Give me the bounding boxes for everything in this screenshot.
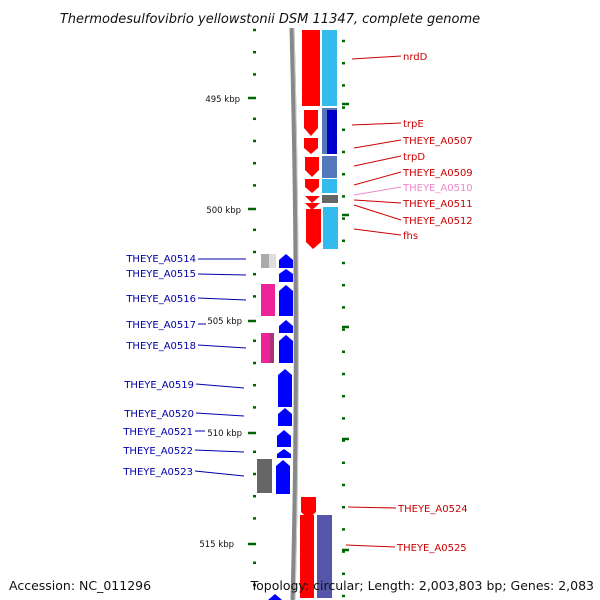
cds-trpE[interactable] (304, 110, 318, 136)
label-THEYE_A0524[interactable]: THEYE_A0524 (397, 504, 468, 515)
connector-THEYE_A0512 (353, 204, 402, 221)
feature-THEYE_A0509[interactable] (322, 179, 337, 193)
forward-cds-track (300, 30, 321, 598)
label-THEYE_A0525[interactable]: THEYE_A0525 (396, 543, 467, 554)
forward-labels: nrdD trpE THEYE_A0507 trpD THEYE_A0509 T… (396, 52, 473, 554)
label-connectors (194, 55, 402, 548)
connector-THEYE_A0519 (195, 383, 245, 389)
label-trpE[interactable]: trpE (403, 119, 424, 130)
connector-THEYE_A0523 (194, 470, 245, 477)
reverse-cds-track (268, 254, 293, 600)
cds-THEYE_A0517[interactable] (279, 320, 293, 333)
cds-THEYE_A0507[interactable] (304, 138, 318, 154)
cds-THEYE_A0521[interactable] (277, 430, 291, 447)
cds-THEYE_A0509[interactable] (305, 179, 319, 193)
scale-ticks (248, 28, 349, 598)
label-THEYE_A0515[interactable]: THEYE_A0515 (125, 269, 196, 280)
scale-label-500: 500 kbp (206, 206, 241, 216)
connector-THEYE_A0507 (353, 139, 402, 149)
feature-THEYE_A0525[interactable] (317, 515, 332, 598)
connector-nrdD (351, 55, 402, 60)
label-THEYE_A0511[interactable]: THEYE_A0511 (402, 199, 473, 210)
cds-THEYE_A0511[interactable] (305, 203, 320, 210)
label-THEYE_A0516[interactable]: THEYE_A0516 (125, 294, 196, 305)
label-THEYE_A0509[interactable]: THEYE_A0509 (402, 168, 473, 179)
cds-THEYE_A0523[interactable] (276, 460, 290, 494)
cds-THEYE_A0519[interactable] (278, 369, 292, 407)
label-THEYE_A0518[interactable]: THEYE_A0518 (125, 341, 196, 352)
label-fhs[interactable]: fhs (403, 231, 418, 242)
connector-THEYE_A0520 (195, 412, 245, 417)
genome-title: Thermodesulfovibrio yellowstonii DSM 113… (60, 12, 480, 27)
cds-THEYE_A0510[interactable] (305, 196, 320, 203)
feature-THEYE_A0511[interactable] (322, 195, 338, 203)
feature-trpD[interactable] (322, 156, 337, 178)
cds-THEYE_A0515[interactable] (279, 269, 293, 282)
connector-THEYE_A0518 (197, 344, 247, 349)
feature-fhs[interactable] (323, 207, 338, 249)
cds-THEYE_A0525[interactable] (300, 515, 314, 598)
connector-trpE (351, 122, 402, 126)
connector-trpD (353, 155, 402, 167)
feature-THEYE_A0507[interactable] (327, 110, 337, 154)
connector-fhs (353, 228, 402, 236)
scale-label-510: 510 kbp (207, 429, 242, 439)
scale-label-495: 495 kbp (205, 95, 240, 105)
feature-THEYE_A0514-light (269, 254, 276, 268)
cds-trpD[interactable] (305, 157, 319, 177)
topology-text: Topology: circular; Length: 2,003,803 bp… (250, 578, 594, 593)
connector-THEYE_A0525 (345, 544, 396, 548)
feature-THEYE_A0516[interactable] (261, 284, 275, 316)
cds-THEYE_A0522[interactable] (277, 449, 291, 458)
connector-THEYE_A0524 (347, 506, 397, 509)
cds-THEYE_A0520[interactable] (278, 408, 292, 426)
connector-THEYE_A0516 (197, 297, 247, 301)
cds-THEYE_A0518[interactable] (279, 335, 293, 363)
label-THEYE_A0522[interactable]: THEYE_A0522 (122, 446, 193, 457)
connector-THEYE_A0522 (194, 449, 245, 453)
label-THEYE_A0521[interactable]: THEYE_A0521 (122, 427, 193, 438)
label-nrdD[interactable]: nrdD (403, 52, 428, 63)
genome-backbone-highlight (293, 27, 299, 600)
feature-nrdD[interactable] (322, 30, 337, 106)
connector-THEYE_A0515 (197, 273, 247, 276)
cds-THEYE_A0514[interactable] (279, 254, 293, 268)
scale-label-515: 515 kbp (199, 540, 234, 550)
label-THEYE_A0507[interactable]: THEYE_A0507 (402, 136, 473, 147)
label-THEYE_A0512[interactable]: THEYE_A0512 (402, 216, 473, 227)
feature-THEYE_A0523[interactable] (257, 459, 272, 493)
cds-fhs[interactable] (306, 209, 321, 249)
cds-THEYE_A0516[interactable] (279, 285, 293, 316)
label-THEYE_A0520[interactable]: THEYE_A0520 (123, 409, 194, 420)
label-THEYE_A0519[interactable]: THEYE_A0519 (123, 380, 194, 391)
connector-THEYE_A0509 (353, 171, 402, 186)
genome-backbone (289, 27, 299, 600)
connector-THEYE_A0511 (353, 199, 402, 204)
label-THEYE_A0517[interactable]: THEYE_A0517 (125, 320, 196, 331)
connector-THEYE_A0510 (353, 186, 402, 196)
label-THEYE_A0510[interactable]: THEYE_A0510 (402, 183, 473, 194)
forward-feature-track (317, 30, 338, 598)
label-THEYE_A0514[interactable]: THEYE_A0514 (125, 254, 196, 265)
reverse-feature-track (257, 254, 276, 493)
feature-THEYE_A0518-shade (270, 333, 274, 363)
cds-THEYE_A0524[interactable] (301, 497, 316, 519)
label-trpD[interactable]: trpD (403, 152, 425, 163)
label-THEYE_A0523[interactable]: THEYE_A0523 (122, 467, 193, 478)
scale-label-505: 505 kbp (207, 317, 242, 327)
cds-nrdD[interactable] (302, 30, 320, 106)
accession-text: Accession: NC_011296 (9, 578, 152, 593)
cds-bottom-partial[interactable] (268, 594, 282, 600)
reverse-labels: THEYE_A0514 THEYE_A0515 THEYE_A0516 THEY… (122, 254, 196, 478)
